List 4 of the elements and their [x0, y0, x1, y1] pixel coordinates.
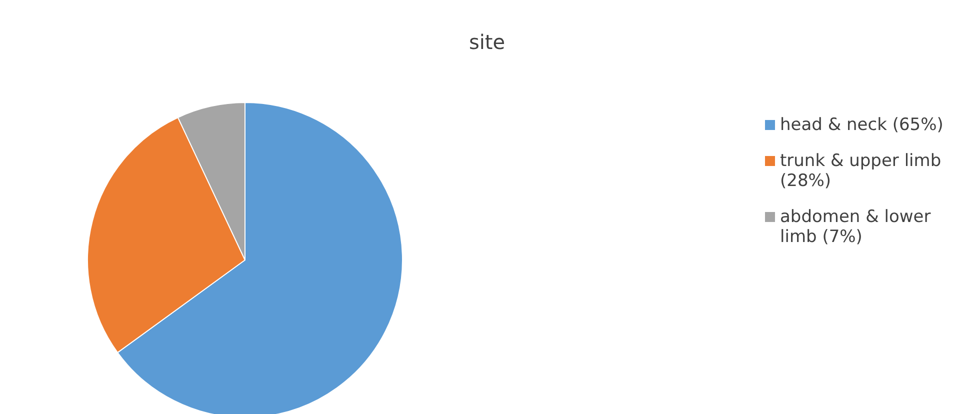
legend-label: head & neck (65%): [780, 115, 944, 135]
legend-label: abdomen & lower limb (7%): [780, 207, 932, 247]
chart-title: site: [468, 30, 506, 54]
legend-label: trunk & upper limb (28%): [780, 151, 942, 191]
